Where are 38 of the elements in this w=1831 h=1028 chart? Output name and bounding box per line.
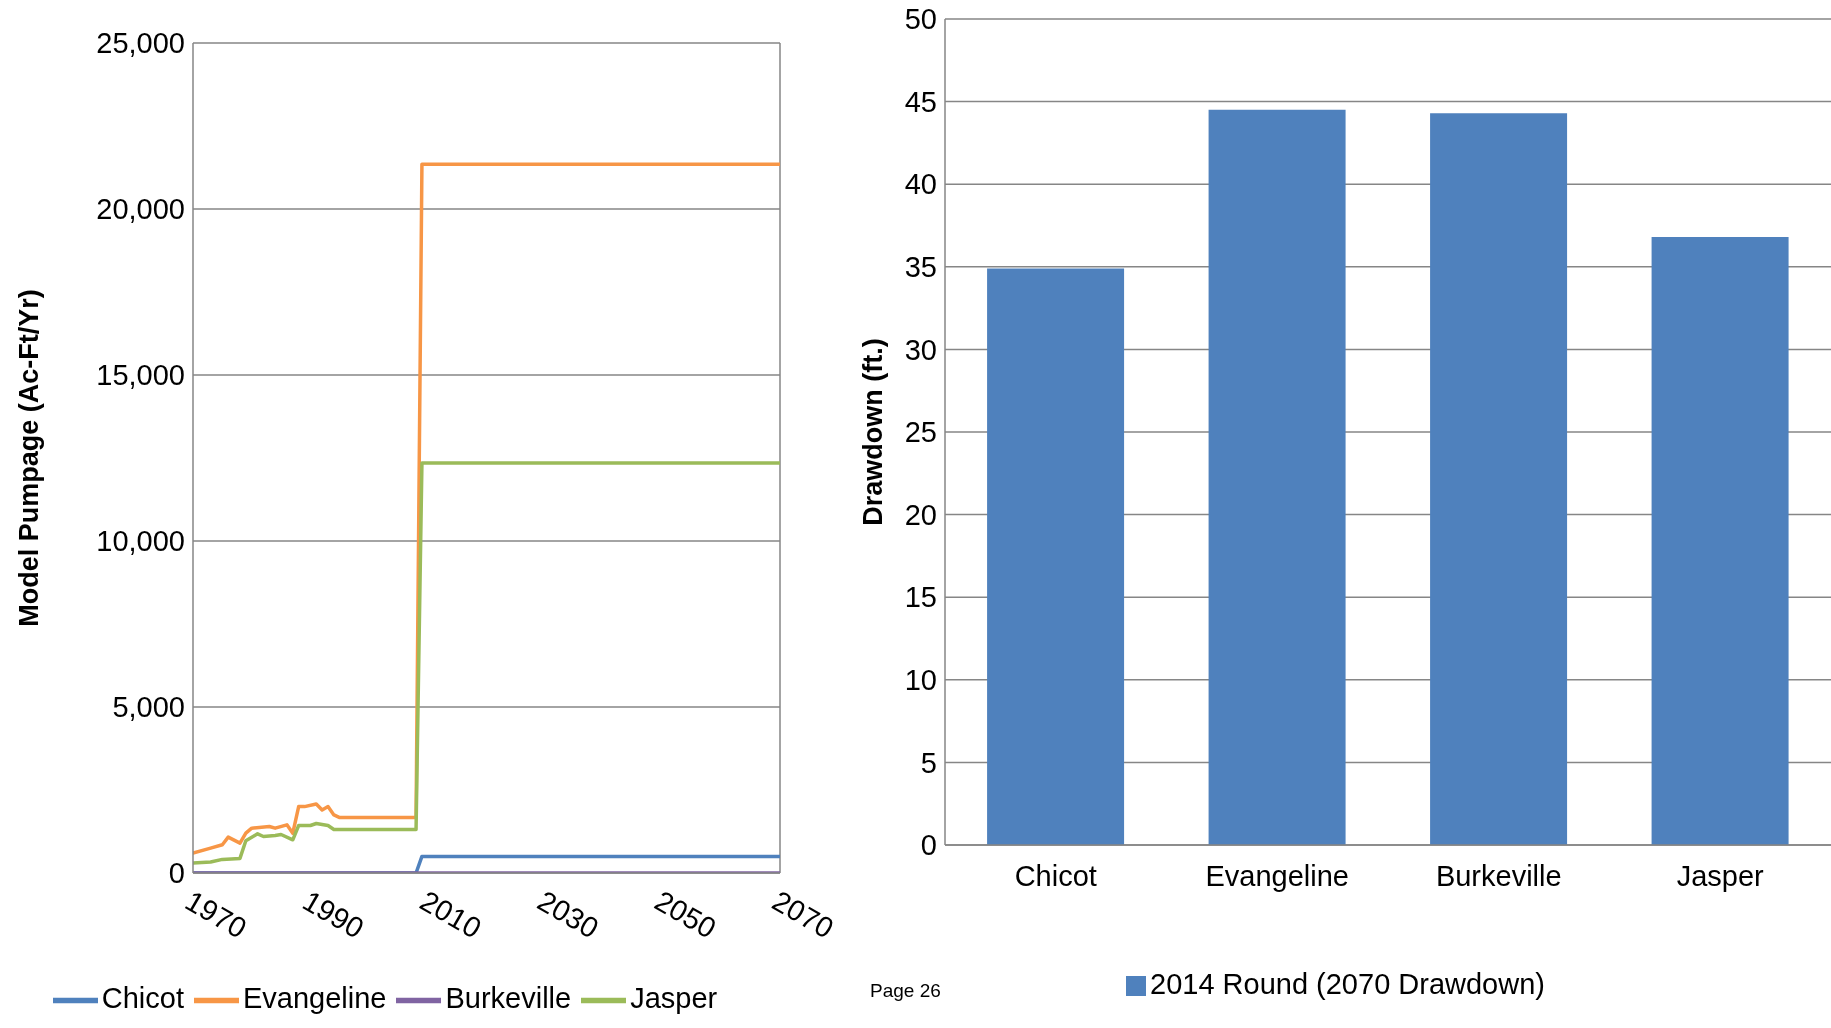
line-series (193, 461, 780, 865)
x-tick-label: 2070 (767, 884, 839, 945)
y-tick-label: 45 (904, 85, 937, 118)
y-tick-label: 5 (920, 746, 937, 779)
legend-label: Burkeville (445, 982, 572, 1015)
bar (1430, 113, 1568, 845)
x-tick-label: Chicot (1014, 859, 1097, 892)
y-axis-title: Drawdown (ft.) (857, 338, 888, 526)
text: Page 26 (870, 980, 941, 1002)
x-tick-label: 2050 (649, 884, 722, 945)
y-axis-title: Model Pumpage (Ac-Ft/Yr) (13, 289, 44, 627)
y-tick-label: 10 (904, 664, 937, 697)
y-tick-label: 20 (904, 498, 937, 531)
y-tick-label: 5,000 (112, 691, 185, 724)
bar (1208, 109, 1346, 845)
y-tick-label: 0 (920, 829, 937, 862)
x-tick-label: Jasper (1676, 859, 1765, 892)
bar (987, 268, 1125, 845)
y-tick-label: 40 (904, 168, 937, 201)
y-tick-label: 15 (904, 581, 937, 614)
x-tick-label: Burkeville (1435, 859, 1562, 892)
y-tick-label: 35 (904, 251, 937, 284)
y-tick-label: 20,000 (96, 193, 185, 226)
legend-label: 2014 Round (2070 Drawdown) (1150, 968, 1545, 1000)
y-tick-label: 25 (904, 416, 937, 449)
bar (1651, 237, 1789, 845)
legend-label: Jasper (630, 982, 718, 1015)
y-tick-label: 30 (904, 333, 937, 366)
y-tick-label: 25,000 (96, 27, 185, 60)
x-tick-label: 2010 (414, 884, 487, 945)
y-tick-label: 10,000 (96, 525, 185, 558)
x-tick-label: 1990 (297, 884, 370, 945)
y-tick-label: 50 (904, 3, 937, 36)
x-tick-label: 2030 (532, 884, 605, 945)
x-tick-label: Evangeline (1205, 859, 1349, 892)
y-tick-label: 15,000 (96, 359, 185, 392)
legend-label: Evangeline (242, 982, 387, 1015)
legend-label: Chicot (101, 982, 184, 1015)
